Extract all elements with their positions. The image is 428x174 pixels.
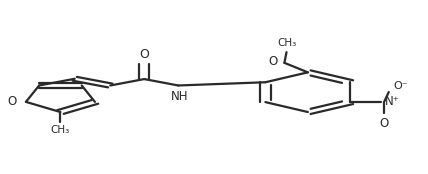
- Text: O: O: [7, 95, 17, 108]
- Text: O⁻: O⁻: [394, 81, 408, 91]
- Text: O: O: [380, 117, 389, 130]
- Text: O: O: [140, 48, 149, 61]
- Text: NH: NH: [171, 90, 188, 103]
- Text: CH₃: CH₃: [277, 38, 296, 48]
- Text: N⁺: N⁺: [384, 95, 399, 108]
- Text: O: O: [268, 56, 278, 69]
- Text: CH₃: CH₃: [51, 125, 70, 135]
